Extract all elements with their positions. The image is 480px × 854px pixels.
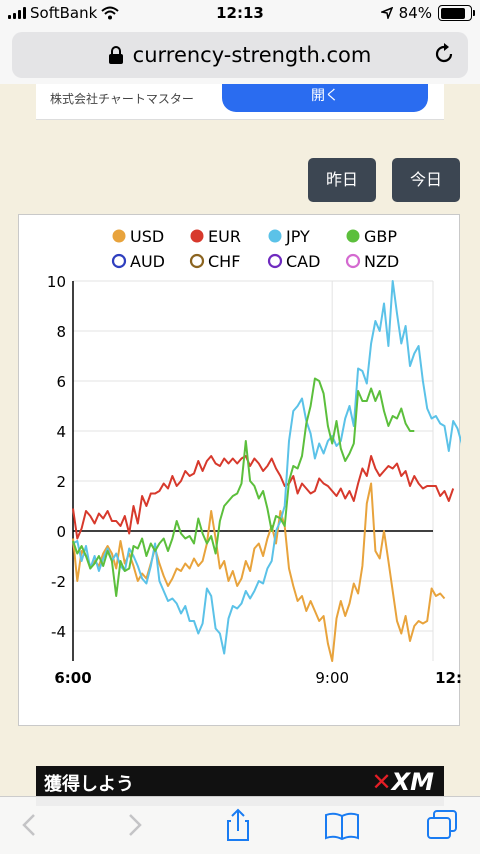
legend-label-eur: EUR [208,227,241,246]
ad-company: 株式会社チャートマスター [50,92,194,106]
url-text: currency-strength.com [132,43,372,67]
xm-logo: ✕XM [371,768,435,796]
y-tick-label: 8 [56,323,66,341]
y-tick-label: 4 [56,423,66,441]
today-button[interactable]: 今日 [392,158,460,202]
legend-marker-gbp [346,229,360,243]
series-line-gbp [72,377,415,597]
x-tick-label: 12:10 [435,669,461,687]
battery-percent: 84% [398,4,432,22]
legend-label-chf: CHF [208,252,240,271]
battery-icon [438,5,475,21]
legend-marker-aud [111,253,127,269]
ad-bottom-text: 獲得しよう [44,774,134,795]
lock-icon [108,46,123,64]
back-icon[interactable] [10,807,50,843]
share-icon[interactable] [218,807,258,843]
legend-label-usd: USD [130,227,164,246]
forward-icon[interactable] [114,807,154,843]
yesterday-button[interactable]: 昨日 [308,158,376,202]
clock: 12:13 [216,4,264,22]
y-tick-label: 10 [47,273,66,291]
legend-marker-usd [112,229,126,243]
top-ad-banner[interactable]: 株式会社チャートマスター 開く [36,84,444,120]
wifi-icon [101,6,119,20]
reload-icon[interactable] [432,42,456,66]
legend-label-jpy: JPY [285,227,310,246]
legend-marker-eur [190,229,204,243]
signal-icon [8,7,26,19]
legend-marker-nzd [345,253,361,269]
location-arrow-icon [380,7,393,19]
ad-open-button[interactable]: 開く [222,84,428,112]
legend-label-nzd: NZD [364,252,399,271]
browser-toolbar [0,796,480,854]
status-bar: SoftBank 12:13 84% [0,0,480,28]
bookmarks-icon[interactable] [322,807,362,843]
legend-label-aud: AUD [130,252,165,271]
x-tick-label: 6:00 [54,669,91,687]
series-line-jpy [72,280,461,655]
currency-strength-chart: -4 -2 0 2 4 6 8 10 6:00 9:00 12:10 USD EUR JPY GBP AUD C… [18,214,461,726]
legend-marker-chf [189,253,205,269]
legend-marker-cad [267,253,283,269]
tabs-icon[interactable] [422,807,462,843]
y-tick-label: -4 [51,623,66,641]
series-line-eur [72,455,455,540]
browser-header: currency-strength.com [0,28,480,84]
status-right: 84% [380,4,475,22]
legend-marker-jpy [268,229,282,243]
y-tick-label: 6 [56,373,66,391]
y-tick-label: -2 [51,573,66,591]
y-tick-label: 2 [56,473,66,491]
x-tick-label: 9:00 [315,669,349,687]
chart-svg: -4 -2 0 2 4 6 8 10 6:00 9:00 12:10 USD EUR JPY GBP AUD C… [47,227,461,687]
y-tick-label: 0 [56,523,66,541]
series-line-usd [72,482,446,662]
legend-label-cad: CAD [286,252,320,271]
address-bar[interactable]: currency-strength.com [12,32,468,78]
legend-label-gbp: GBP [364,227,397,246]
battery-level [440,7,465,19]
carrier-label: SoftBank [30,4,98,22]
carrier: SoftBank [8,4,119,22]
